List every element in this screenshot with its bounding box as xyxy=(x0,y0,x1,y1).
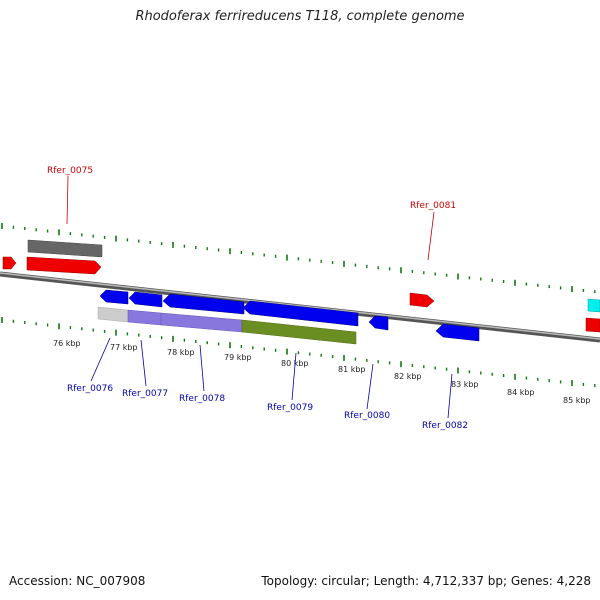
leader-line-rfer-0080 xyxy=(366,363,374,410)
gene-label-rfer-0076[interactable]: Rfer_0076 xyxy=(67,384,113,394)
gene-arrow-rfer-0077[interactable] xyxy=(128,291,163,308)
map-title: Rhodoferax ferrireducens T118, complete … xyxy=(135,9,465,24)
cds-block-olive[interactable] xyxy=(241,319,357,345)
leader-line-rfer-0082 xyxy=(447,373,453,419)
genome-summary-text: Topology: circular; Length: 4,712,337 bp… xyxy=(261,574,591,588)
gene-arrow-rfer-0079[interactable] xyxy=(242,300,359,327)
cds-block-lavender-1[interactable] xyxy=(127,309,162,326)
leader-line-rfer-0078 xyxy=(199,344,205,392)
cyan-feature-partial[interactable] xyxy=(587,298,600,313)
axis-label: 83 kbp xyxy=(451,380,479,389)
accession-text: Accession: NC_007908 xyxy=(9,574,146,588)
gene-arrow-partial-left[interactable] xyxy=(2,256,17,270)
forward-tick-row xyxy=(1,223,596,294)
gene-label-rfer-0075[interactable]: Rfer_0075 xyxy=(47,166,93,176)
reverse-features xyxy=(97,289,480,345)
gene-label-rfer-0080[interactable]: Rfer_0080 xyxy=(344,411,390,421)
gene-arrow-rfer-0081[interactable] xyxy=(409,292,435,308)
gene-arrow-rfer-0080[interactable] xyxy=(368,315,389,331)
axis-label: 77 kbp xyxy=(110,343,138,352)
leader-line-rfer-0075 xyxy=(66,175,69,225)
reverse-tick-row xyxy=(1,317,596,388)
leader-line-rfer-0076 xyxy=(90,337,111,382)
leader-line-rfer-0079 xyxy=(291,352,297,401)
axis-label: 81 kbp xyxy=(338,365,366,374)
gene-label-rfer-0079[interactable]: Rfer_0079 xyxy=(267,403,313,413)
gene-arrow-rfer-0082[interactable] xyxy=(435,323,480,342)
grey-feature-block[interactable] xyxy=(27,239,103,258)
gene-label-rfer-0078[interactable]: Rfer_0078 xyxy=(179,394,225,404)
gene-arrow-partial-right[interactable] xyxy=(585,317,600,333)
axis-label: 85 kbp xyxy=(563,396,591,405)
gene-label-rfer-0082[interactable]: Rfer_0082 xyxy=(422,421,468,431)
axis-label: 78 kbp xyxy=(167,348,195,357)
axis-label: 82 kbp xyxy=(394,372,422,381)
gene-arrow-rfer-0075[interactable] xyxy=(26,256,102,275)
cds-block-lavender-2[interactable] xyxy=(160,312,243,333)
leader-line-rfer-0081 xyxy=(427,211,435,261)
axis-label: 84 kbp xyxy=(507,388,535,397)
leader-line-rfer-0077 xyxy=(140,339,147,387)
gene-label-rfer-0081[interactable]: Rfer_0081 xyxy=(410,201,456,211)
forward-features xyxy=(2,239,600,333)
gene-arrow-rfer-0076[interactable] xyxy=(99,289,129,305)
axis-label: 76 kbp xyxy=(53,339,81,348)
axis-label: 79 kbp xyxy=(224,353,252,362)
gene-labels: Rfer_0075 Rfer_0081 Rfer_0076 Rfer_0077 … xyxy=(47,166,468,431)
cds-block-light-grey[interactable] xyxy=(97,306,129,323)
gene-label-rfer-0077[interactable]: Rfer_0077 xyxy=(122,389,168,399)
